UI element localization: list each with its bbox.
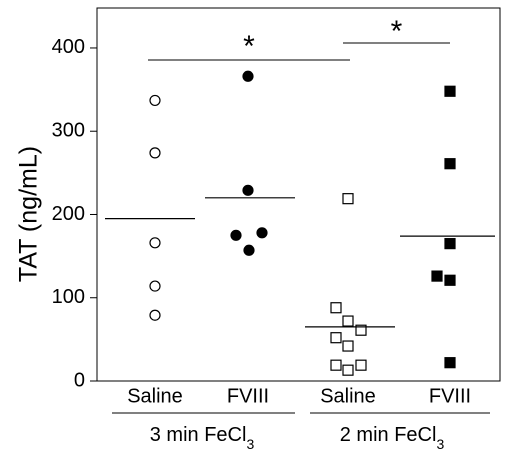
group-label: 2 min FeCl3	[340, 424, 445, 451]
y-axis-label: TAT (ng/mL)	[15, 146, 43, 282]
data-point	[342, 364, 354, 376]
data-point	[342, 193, 354, 205]
x-tick-label: FVIII	[429, 385, 471, 407]
data-point	[242, 184, 254, 196]
data-point	[342, 315, 354, 327]
significance-star: *	[391, 15, 403, 48]
y-tick-label: 0	[74, 369, 85, 391]
x-tick-label: FVIII	[227, 385, 269, 407]
data-point	[444, 357, 456, 369]
y-tick-label: 300	[52, 120, 85, 142]
group-label-text: 3 min FeCl	[150, 424, 247, 446]
group-label-subscript: 3	[246, 436, 254, 452]
group-label: 3 min FeCl3	[150, 424, 255, 451]
y-tick-label: 100	[52, 286, 85, 308]
data-point	[444, 238, 456, 250]
data-point	[149, 280, 161, 292]
data-point	[242, 70, 254, 82]
data-point	[149, 237, 161, 249]
data-point	[355, 359, 367, 371]
data-point	[230, 229, 242, 241]
group-label-subscript: 3	[436, 436, 444, 452]
y-tick-label: 200	[52, 203, 85, 225]
data-point	[243, 244, 255, 256]
plot-frame	[96, 7, 501, 382]
data-point	[256, 227, 268, 239]
data-point	[355, 324, 367, 336]
data-point	[444, 85, 456, 97]
y-tick-label: 400	[52, 36, 85, 58]
group-label-text: 2 min FeCl	[340, 424, 437, 446]
data-point	[444, 274, 456, 286]
significance-star: *	[243, 30, 255, 63]
data-point	[330, 359, 342, 371]
data-point	[330, 302, 342, 314]
x-tick-label: Saline	[320, 385, 376, 407]
data-point	[342, 340, 354, 352]
data-point	[431, 270, 443, 282]
data-point	[149, 309, 161, 321]
data-point	[444, 158, 456, 170]
data-point	[149, 147, 161, 159]
data-point	[330, 332, 342, 344]
x-tick-label: Saline	[127, 385, 183, 407]
data-point	[149, 94, 161, 107]
